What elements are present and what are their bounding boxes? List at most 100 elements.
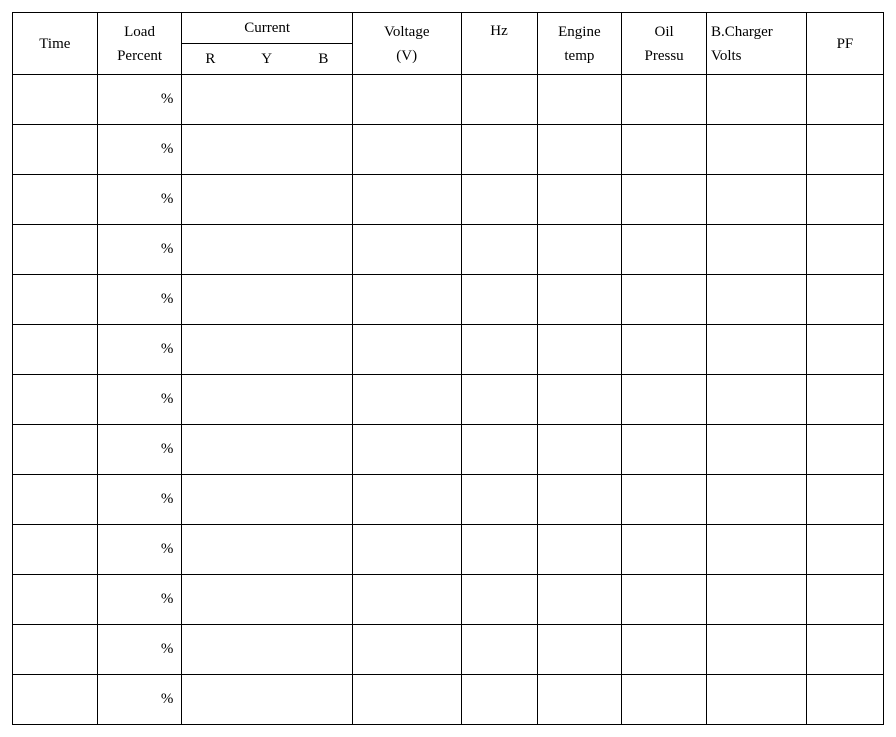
cell-time — [13, 675, 98, 725]
log-table: Time Load Percent Current Voltage (V) Hz… — [12, 12, 884, 725]
cell-oil-pressu — [622, 625, 707, 675]
cell-voltage — [352, 475, 461, 525]
cell-load-percent: % — [97, 275, 182, 325]
cell-engine-temp — [537, 125, 622, 175]
cell-bcharger-volts — [706, 175, 806, 225]
cell-load-percent: % — [97, 675, 182, 725]
cell-pf — [806, 475, 883, 525]
cell-hz — [461, 625, 537, 675]
cell-voltage — [352, 675, 461, 725]
header-hz: Hz — [461, 13, 537, 75]
header-oil-pressu: Oil Pressu — [622, 13, 707, 75]
header-current-b: B — [295, 44, 353, 75]
cell-load-percent: % — [97, 475, 182, 525]
cell-engine-temp — [537, 575, 622, 625]
cell-time — [13, 125, 98, 175]
cell-pf — [806, 525, 883, 575]
cell-hz — [461, 425, 537, 475]
cell-pf — [806, 275, 883, 325]
cell-hz — [461, 525, 537, 575]
cell-bcharger-volts — [706, 225, 806, 275]
cell-voltage — [352, 275, 461, 325]
table-row: % — [13, 75, 884, 125]
cell-time — [13, 425, 98, 475]
header-load-percent: Load Percent — [97, 13, 182, 75]
cell-current — [182, 525, 353, 575]
cell-voltage — [352, 225, 461, 275]
cell-hz — [461, 275, 537, 325]
cell-hz — [461, 325, 537, 375]
cell-current — [182, 425, 353, 475]
header-load-label-2: Percent — [117, 48, 162, 64]
table-row: % — [13, 375, 884, 425]
cell-hz — [461, 125, 537, 175]
cell-time — [13, 225, 98, 275]
cell-voltage — [352, 525, 461, 575]
header-current-r: R — [182, 44, 238, 75]
table-header: Time Load Percent Current Voltage (V) Hz… — [13, 13, 884, 75]
cell-oil-pressu — [622, 75, 707, 125]
cell-oil-pressu — [622, 175, 707, 225]
cell-oil-pressu — [622, 675, 707, 725]
header-current-y: Y — [238, 44, 294, 75]
table-row: % — [13, 275, 884, 325]
header-current-b-label: B — [318, 51, 328, 67]
header-load-label-1: Load — [124, 24, 155, 40]
cell-pf — [806, 125, 883, 175]
cell-current — [182, 375, 353, 425]
header-voltage-label-2: (V) — [396, 48, 417, 64]
header-current-y-label: Y — [261, 51, 272, 67]
cell-bcharger-volts — [706, 525, 806, 575]
cell-pf — [806, 575, 883, 625]
cell-time — [13, 375, 98, 425]
cell-pf — [806, 625, 883, 675]
cell-voltage — [352, 375, 461, 425]
header-bcharger-label-2: Volts — [711, 48, 742, 64]
cell-time — [13, 275, 98, 325]
cell-voltage — [352, 175, 461, 225]
header-engine-label-1: Engine — [558, 24, 601, 40]
table-row: % — [13, 225, 884, 275]
cell-bcharger-volts — [706, 325, 806, 375]
header-oil-label-2: Pressu — [645, 48, 684, 64]
cell-voltage — [352, 625, 461, 675]
cell-voltage — [352, 125, 461, 175]
cell-bcharger-volts — [706, 675, 806, 725]
cell-engine-temp — [537, 625, 622, 675]
cell-hz — [461, 225, 537, 275]
header-pf-label: PF — [837, 36, 854, 52]
cell-voltage — [352, 575, 461, 625]
cell-engine-temp — [537, 275, 622, 325]
cell-current — [182, 175, 353, 225]
cell-current — [182, 325, 353, 375]
cell-pf — [806, 225, 883, 275]
cell-voltage — [352, 75, 461, 125]
table-row: % — [13, 625, 884, 675]
cell-load-percent: % — [97, 175, 182, 225]
cell-time — [13, 525, 98, 575]
table-body: %%%%%%%%%%%%% — [13, 75, 884, 725]
header-time-label: Time — [39, 36, 70, 52]
cell-bcharger-volts — [706, 475, 806, 525]
cell-oil-pressu — [622, 125, 707, 175]
cell-hz — [461, 375, 537, 425]
cell-pf — [806, 175, 883, 225]
cell-time — [13, 475, 98, 525]
cell-oil-pressu — [622, 525, 707, 575]
cell-bcharger-volts — [706, 75, 806, 125]
cell-engine-temp — [537, 675, 622, 725]
cell-oil-pressu — [622, 425, 707, 475]
table-row: % — [13, 675, 884, 725]
cell-time — [13, 75, 98, 125]
cell-engine-temp — [537, 475, 622, 525]
cell-oil-pressu — [622, 325, 707, 375]
header-current-r-label: R — [205, 51, 215, 67]
cell-pf — [806, 375, 883, 425]
cell-current — [182, 275, 353, 325]
table-row: % — [13, 175, 884, 225]
table-row: % — [13, 575, 884, 625]
header-voltage: Voltage (V) — [352, 13, 461, 75]
cell-oil-pressu — [622, 275, 707, 325]
header-current: Current — [182, 13, 353, 44]
cell-pf — [806, 325, 883, 375]
